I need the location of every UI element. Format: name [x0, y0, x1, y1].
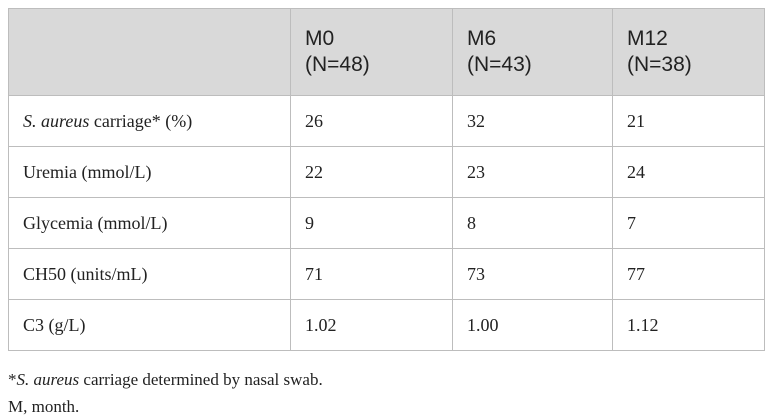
- value-cell: 8: [452, 197, 613, 249]
- text-segment: S. aureus: [23, 110, 90, 131]
- header-line: (N=43): [467, 53, 532, 76]
- table-row: C3 (g/L) 1.02 1.00 1.12: [8, 299, 765, 351]
- text-segment: Glycemia (mmol/L): [23, 212, 168, 233]
- value-cell: 21: [612, 95, 765, 147]
- header-line: M0: [305, 27, 335, 50]
- value-cell: 1.00: [452, 299, 613, 351]
- header-cell: M6 (N=43): [452, 8, 613, 96]
- header-line: (N=38): [627, 53, 692, 76]
- value-cell: 22: [290, 146, 453, 198]
- value-cell: 73: [452, 248, 613, 300]
- value-cell: 32: [452, 95, 613, 147]
- table-row: CH50 (units/mL) 71 73 77: [8, 248, 765, 300]
- text-segment: M, month.: [8, 397, 80, 416]
- value-cell: 77: [612, 248, 765, 300]
- table-row: Glycemia (mmol/L) 9 8 7: [8, 197, 765, 249]
- header-cell: M0 (N=48): [290, 8, 453, 96]
- header-row: M0 (N=48) M6 (N=43) M12 (N=38): [8, 8, 765, 96]
- footnote: *S. aureus carriage determined by nasal …: [8, 366, 323, 393]
- row-label: Glycemia (mmol/L): [8, 197, 291, 249]
- data-table: M0 (N=48) M6 (N=43) M12 (N=38) S. aureus carr…: [8, 8, 765, 351]
- header-line: M6: [467, 27, 497, 50]
- value-cell: 7: [612, 197, 765, 249]
- value-cell: 24: [612, 146, 765, 198]
- table-body: S. aureus carriage* (%) 26 32 21 Uremia (mmo…: [8, 95, 765, 351]
- header-cell: [8, 8, 291, 96]
- text-segment: carriage determined by nasal swab.: [79, 370, 323, 389]
- header-line: M12: [627, 27, 668, 50]
- row-label: C3 (g/L): [8, 299, 291, 351]
- value-cell: 9: [290, 197, 453, 249]
- row-label: CH50 (units/mL): [8, 248, 291, 300]
- row-label: S. aureus carriage* (%): [8, 95, 291, 147]
- text-segment: C3 (g/L): [23, 314, 86, 335]
- footnote: M, month.: [8, 393, 323, 420]
- header-cell: M12 (N=38): [612, 8, 765, 96]
- table-row: Uremia (mmol/L) 22 23 24: [8, 146, 765, 198]
- footnotes: *S. aureus carriage determined by nasal …: [8, 366, 323, 420]
- value-cell: 1.02: [290, 299, 453, 351]
- header-line: (N=48): [305, 53, 370, 76]
- text-segment: S. aureus: [16, 370, 80, 389]
- text-segment: *: [8, 370, 17, 389]
- text-segment: CH50 (units/mL): [23, 263, 148, 284]
- text-segment: carriage* (%): [89, 110, 193, 131]
- text-segment: Uremia (mmol/L): [23, 161, 152, 182]
- value-cell: 71: [290, 248, 453, 300]
- value-cell: 1.12: [612, 299, 765, 351]
- row-label: Uremia (mmol/L): [8, 146, 291, 198]
- table-row: S. aureus carriage* (%) 26 32 21: [8, 95, 765, 147]
- value-cell: 23: [452, 146, 613, 198]
- value-cell: 26: [290, 95, 453, 147]
